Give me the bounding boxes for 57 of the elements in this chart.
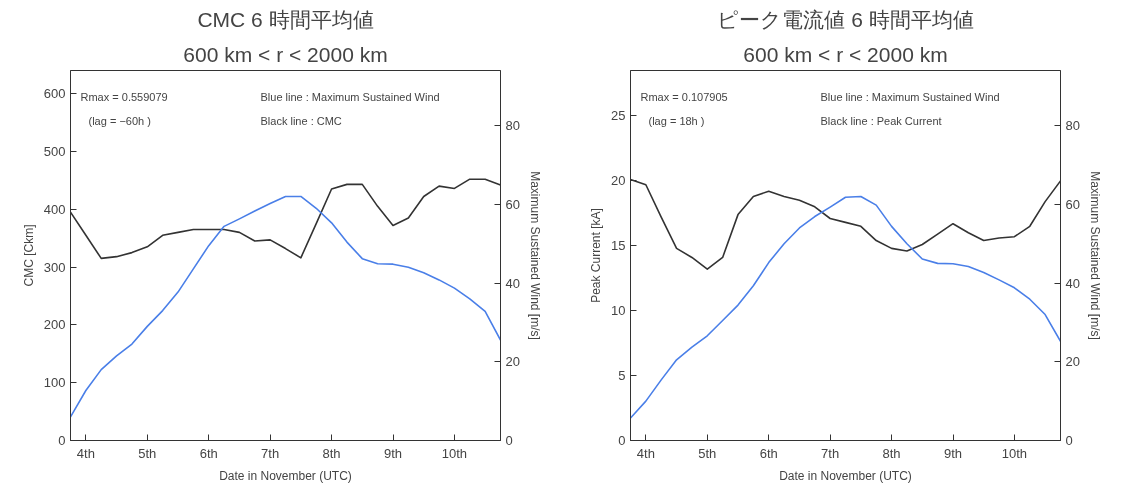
y-tick-label: 300 — [43, 259, 66, 275]
y-tick-label: 100 — [43, 375, 66, 391]
x-axis-title: Date in November (UTC) — [779, 468, 912, 483]
x-axis-title: Date in November (UTC) — [219, 468, 352, 483]
y2-axis-title: Maximum Sustained Wind [m/s] — [1087, 171, 1102, 340]
y2-tick-label: 40 — [1065, 275, 1080, 291]
y2-tick-label: 20 — [1065, 354, 1080, 370]
y-tick-label: 10 — [611, 303, 626, 319]
x-tick-label: 7th — [821, 445, 840, 461]
y2-tick-label: 60 — [1065, 196, 1080, 212]
x-tick-label: 5th — [698, 445, 717, 461]
y-axis-title: Peak Current [kA] — [589, 208, 604, 303]
x-tick-label: 8th — [882, 445, 901, 461]
x-tick-label: 4th — [636, 445, 655, 461]
y-axis-title: CMC [Ckm] — [21, 224, 36, 287]
annotation: (lag = 18h ) — [648, 114, 705, 127]
annotation: (lag = −60h ) — [88, 114, 151, 127]
x-tick-label: 10th — [1001, 445, 1028, 461]
y-tick-label: 200 — [43, 317, 66, 333]
annotation: Rmax = 0.107905 — [640, 90, 728, 103]
x-tick-label: 9th — [943, 445, 963, 461]
y2-tick-label: 0 — [505, 433, 513, 448]
y2-tick-label: 40 — [505, 275, 520, 291]
x-tick-label: 4th — [76, 445, 95, 461]
annotation: Black line : CMC — [260, 114, 342, 127]
annotation: Rmax = 0.559079 — [80, 90, 168, 103]
y-tick-label: 400 — [43, 201, 66, 217]
chart-subtitle: 600 km < r < 2000 km — [743, 42, 948, 66]
y2-tick-label: 0 — [1065, 433, 1073, 448]
line-series — [630, 195, 1061, 419]
annotation: Blue line : Maximum Sustained Wind — [260, 90, 440, 103]
annotation: Black line : Peak Current — [820, 114, 942, 127]
y-tick-label: 15 — [611, 238, 626, 254]
y2-axis-title: Maximum Sustained Wind [m/s] — [527, 171, 542, 340]
y-tick-label: 600 — [43, 86, 66, 102]
line-series — [70, 195, 501, 418]
y-tick-label: 20 — [611, 173, 626, 189]
x-tick-label: 9th — [383, 445, 403, 461]
y-tick-label: 0 — [58, 433, 66, 448]
y-tick-label: 0 — [618, 433, 626, 448]
chart-title: ピーク電流値 6 時間平均値 — [717, 7, 974, 31]
x-tick-label: 6th — [199, 445, 218, 461]
x-tick-label: 6th — [759, 445, 778, 461]
y-tick-label: 500 — [43, 143, 66, 159]
y2-tick-label: 60 — [505, 196, 520, 212]
annotation: Blue line : Maximum Sustained Wind — [820, 90, 1000, 103]
chart-subtitle: 600 km < r < 2000 km — [183, 42, 388, 66]
y-tick-label: 25 — [611, 108, 626, 124]
x-tick-label: 10th — [441, 445, 468, 461]
y2-tick-label: 20 — [505, 354, 520, 370]
chart-title: CMC 6 時間平均値 — [197, 7, 374, 31]
x-tick-label: 7th — [261, 445, 280, 461]
y2-tick-label: 80 — [1065, 118, 1080, 134]
x-tick-label: 5th — [138, 445, 157, 461]
x-tick-label: 8th — [322, 445, 341, 461]
y2-tick-label: 80 — [505, 118, 520, 134]
y-tick-label: 5 — [618, 368, 626, 384]
